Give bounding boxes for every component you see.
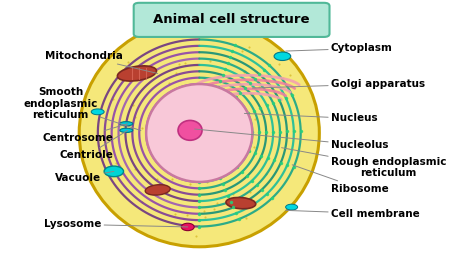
Ellipse shape: [118, 66, 156, 81]
Ellipse shape: [120, 122, 133, 126]
Ellipse shape: [226, 197, 255, 209]
FancyBboxPatch shape: [134, 3, 329, 37]
Text: Ribosome: Ribosome: [292, 165, 389, 194]
Ellipse shape: [274, 52, 291, 60]
Text: Cytoplasm: Cytoplasm: [286, 43, 393, 53]
Text: Rough endoplasmic
reticulum: Rough endoplasmic reticulum: [282, 148, 447, 178]
Text: Lysosome: Lysosome: [44, 219, 188, 229]
Ellipse shape: [104, 166, 124, 177]
Text: Animal cell structure: Animal cell structure: [154, 13, 310, 26]
Text: Vacuole: Vacuole: [55, 171, 114, 183]
Ellipse shape: [79, 19, 319, 247]
Text: Mitochondria: Mitochondria: [45, 51, 158, 73]
Text: Golgi apparatus: Golgi apparatus: [252, 79, 425, 89]
Ellipse shape: [120, 128, 133, 132]
Ellipse shape: [286, 204, 298, 210]
Ellipse shape: [181, 223, 194, 231]
Ellipse shape: [91, 109, 104, 115]
Text: Nucleolus: Nucleolus: [195, 129, 388, 150]
Text: Smooth
endoplasmic
reticulum: Smooth endoplasmic reticulum: [23, 87, 141, 131]
Ellipse shape: [146, 84, 252, 182]
Ellipse shape: [178, 120, 202, 140]
Text: Centriole: Centriole: [60, 130, 128, 160]
Ellipse shape: [145, 185, 170, 195]
Text: Cell membrane: Cell membrane: [286, 209, 419, 219]
Text: Centrosome: Centrosome: [43, 124, 128, 143]
Text: Nucleus: Nucleus: [245, 113, 377, 123]
